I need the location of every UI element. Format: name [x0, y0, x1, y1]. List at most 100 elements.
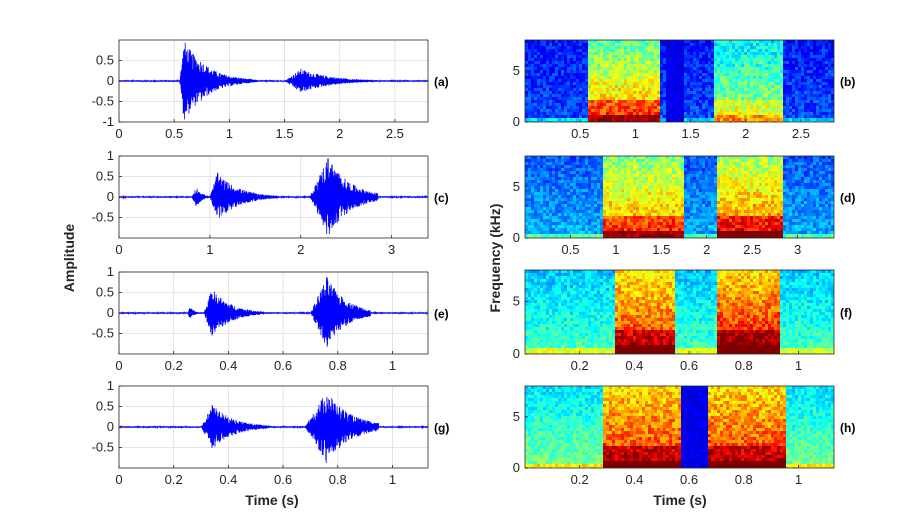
heatmap-cell: [552, 204, 556, 208]
heatmap-cell: [654, 46, 658, 50]
heatmap-cell: [792, 94, 796, 98]
heatmap-cell: [609, 210, 613, 214]
heatmap-cell: [582, 58, 586, 62]
heatmap-cell: [648, 168, 652, 172]
heatmap-cell: [687, 97, 691, 101]
heatmap-cell: [600, 219, 604, 223]
heatmap-cell: [693, 55, 697, 59]
heatmap-cell: [711, 61, 715, 65]
heatmap-cell: [672, 70, 676, 74]
heatmap-cell: [675, 70, 679, 74]
heatmap-cell: [750, 79, 754, 83]
heatmap-cell: [603, 180, 607, 184]
heatmap-cell: [606, 159, 610, 163]
heatmap-cell: [651, 43, 655, 47]
heatmap-cell: [567, 219, 571, 223]
heatmap-cell: [816, 64, 820, 68]
heatmap-cell: [549, 231, 553, 235]
heatmap-cell: [642, 228, 646, 232]
heatmap-cell: [696, 156, 700, 160]
heatmap-cell: [651, 76, 655, 80]
heatmap-cell: [588, 106, 592, 110]
heatmap-cell: [738, 174, 742, 178]
heatmap-cell: [813, 118, 817, 122]
heatmap-cell: [693, 52, 697, 56]
heatmap-cell: [582, 100, 586, 104]
heatmap-cell: [711, 82, 715, 86]
heatmap-cell: [612, 159, 616, 163]
heatmap-cell: [642, 91, 646, 95]
heatmap-cell: [783, 58, 787, 62]
heatmap-cell: [792, 106, 796, 110]
heatmap-cell: [555, 85, 559, 89]
heatmap-cell: [645, 225, 649, 229]
heatmap-cell: [720, 198, 724, 202]
heatmap-cell: [798, 100, 802, 104]
heatmap-cell: [696, 231, 700, 235]
heatmap-cell: [660, 49, 664, 53]
heatmap-cell: [831, 55, 834, 59]
heatmap-cell: [804, 58, 808, 62]
heatmap-cell: [777, 55, 781, 59]
heatmap-cell: [558, 94, 562, 98]
heatmap-cell: [684, 207, 688, 211]
heatmap-cell: [807, 43, 811, 47]
heatmap-cell: [621, 70, 625, 74]
heatmap-cell: [723, 198, 727, 202]
heatmap-cell: [768, 64, 772, 68]
heatmap-cell: [729, 52, 733, 56]
heatmap-cell: [648, 73, 652, 77]
heatmap-cell: [525, 192, 529, 196]
heatmap-cell: [606, 97, 610, 101]
heatmap-cell: [525, 204, 529, 208]
heatmap-cell: [675, 61, 679, 65]
heatmap-cell: [729, 204, 733, 208]
heatmap-cell: [564, 52, 568, 56]
heatmap-cell: [660, 82, 664, 86]
heatmap-cell: [795, 79, 799, 83]
heatmap-cell: [714, 88, 718, 92]
heatmap-cell: [576, 109, 580, 113]
heatmap-cell: [531, 67, 535, 71]
heatmap-cell: [657, 112, 661, 116]
heatmap-cell: [597, 121, 601, 122]
heatmap-cell: [672, 118, 676, 122]
heatmap-cell: [549, 198, 553, 202]
heatmap-cell: [768, 85, 772, 89]
heatmap-cell: [699, 49, 703, 53]
heatmap-cell: [654, 189, 658, 193]
heatmap-cell: [546, 186, 550, 190]
heatmap-cell: [552, 97, 556, 101]
heatmap-cell: [549, 118, 553, 122]
heatmap-cell: [756, 97, 760, 101]
heatmap-cell: [573, 94, 577, 98]
heatmap-cell: [663, 79, 667, 83]
heatmap-cell: [696, 67, 700, 71]
heatmap-cell: [642, 177, 646, 181]
heatmap-cell: [612, 64, 616, 68]
heatmap-cell: [717, 118, 721, 122]
heatmap-cell: [531, 159, 535, 163]
panel-b: 0.5 1 1.5 2 2.505(b): [513, 39, 855, 141]
heatmap-cell: [804, 100, 808, 104]
heatmap-cell: [534, 234, 538, 238]
heatmap-cell: [606, 189, 610, 193]
heatmap-cell: [549, 216, 553, 220]
heatmap-cell: [798, 46, 802, 50]
heatmap-cell: [528, 97, 532, 101]
heatmap-cell: [609, 67, 613, 71]
heatmap-cell: [678, 219, 682, 223]
heatmap-cell: [600, 156, 604, 160]
heatmap-cell: [711, 201, 715, 205]
heatmap-cell: [582, 64, 586, 68]
heatmap-cell: [651, 64, 655, 68]
heatmap-cell: [567, 234, 571, 238]
heatmap-cell: [732, 55, 736, 59]
heatmap-cell: [690, 234, 694, 238]
heatmap-cell: [615, 198, 619, 202]
heatmap-cell: [612, 94, 616, 98]
heatmap-cell: [816, 118, 820, 122]
heatmap-cell: [642, 186, 646, 190]
heatmap-cell: [813, 40, 817, 44]
heatmap-cell: [582, 115, 586, 119]
